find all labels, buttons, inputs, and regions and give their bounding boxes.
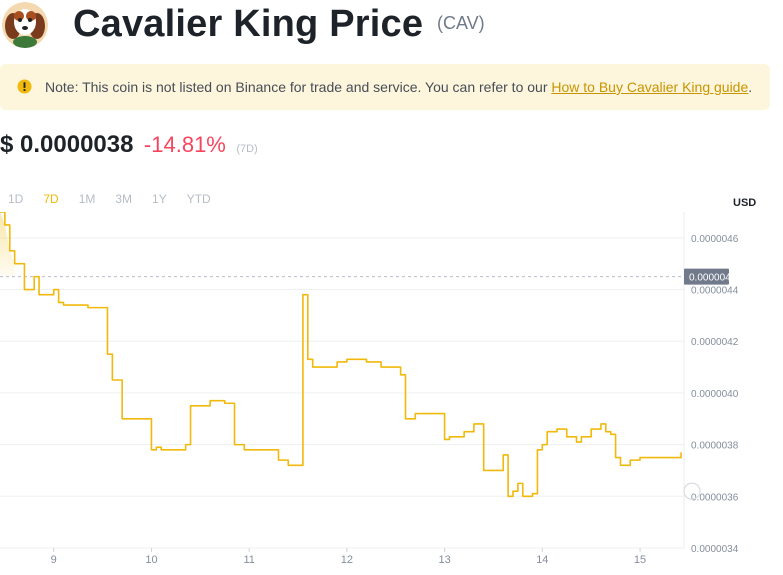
current-price-badge	[684, 268, 729, 285]
x-tick-label: 14	[536, 554, 548, 566]
currency-label: USD	[733, 197, 757, 209]
coin-ticker: (CAV)	[437, 13, 485, 33]
range-tab-7d[interactable]: 7D	[43, 192, 59, 206]
range-tab-1m[interactable]: 1M	[78, 192, 96, 206]
price-summary: $ 0.0000038 -14.81% (7D)	[0, 131, 258, 163]
range-tab-3m[interactable]: 3M	[115, 192, 133, 206]
page-title: Cavalier King Price	[73, 3, 424, 45]
change-period: (7D)	[236, 143, 258, 155]
y-tick-label: 0.0000038	[691, 441, 739, 452]
price-line-series	[0, 212, 682, 498]
warning-icon	[17, 79, 32, 94]
highlight-area	[0, 212, 15, 277]
page-header: Cavalier King Price (CAV)	[0, 0, 783, 52]
price-change: -14.81%	[143, 132, 226, 157]
x-tick-label: 9	[51, 554, 57, 566]
x-tick-label: 11	[243, 554, 254, 566]
range-tab-1d[interactable]: 1D	[8, 192, 24, 206]
time-range-selector: 1D 7D 1M 3M 1Y YTD	[8, 192, 231, 206]
y-tick-label: 0.0000044	[691, 286, 739, 297]
watermark-icon	[683, 482, 701, 500]
x-tick-label: 13	[438, 554, 450, 566]
current-price-label: 0.0000044	[689, 273, 737, 284]
price-chart[interactable]: 0.0000034 0.0000036 0.0000038 0.0000040 0.00…	[0, 212, 783, 575]
notice-text: Note: This coin is not listed on Binance…	[45, 79, 753, 95]
x-tick-label: 15	[634, 554, 646, 566]
current-price: $ 0.0000038	[0, 131, 134, 158]
y-tick-label: 0.0000034	[691, 544, 739, 555]
y-tick-label: 0.0000042	[691, 337, 739, 348]
notice-banner: Note: This coin is not listed on Binance…	[0, 64, 770, 110]
x-tick-label: 12	[341, 554, 353, 566]
range-tab-1y[interactable]: 1Y	[152, 192, 167, 206]
y-tick-label: 0.0000046	[691, 234, 739, 245]
range-tab-ytd[interactable]: YTD	[186, 192, 211, 206]
y-tick-label: 0.0000036	[691, 492, 739, 503]
how-to-buy-link[interactable]: How to Buy Cavalier King guide	[551, 79, 749, 95]
coin-logo	[2, 2, 48, 48]
x-tick-label: 10	[145, 554, 157, 566]
y-tick-label: 0.0000040	[691, 389, 739, 400]
